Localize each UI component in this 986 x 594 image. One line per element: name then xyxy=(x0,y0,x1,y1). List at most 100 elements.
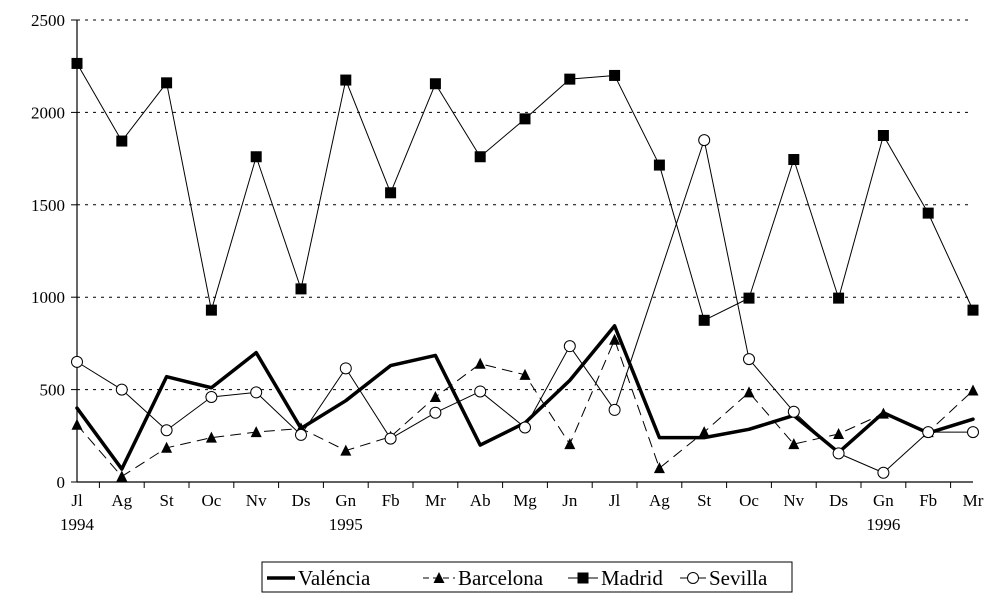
legend-label: Madrid xyxy=(601,566,663,590)
triangle-marker xyxy=(340,444,352,456)
circle-marker xyxy=(563,340,576,353)
x-tick-label: Jl xyxy=(609,491,621,510)
x-tick-label: Ag xyxy=(111,491,132,510)
triangle-marker xyxy=(205,431,217,443)
triangle-marker xyxy=(877,407,889,419)
square-marker xyxy=(340,74,352,86)
legend-label: Barcelona xyxy=(458,566,544,590)
square-marker xyxy=(788,154,800,166)
triangle-marker xyxy=(609,333,621,345)
x-tick-label: Mr xyxy=(963,491,984,510)
circle-marker xyxy=(160,424,173,437)
triangle-marker xyxy=(698,426,710,438)
circle-marker xyxy=(832,447,845,460)
x-tick-label: St xyxy=(160,491,174,510)
y-axis-ticks: 0 500 1000 1500 2000 2500 xyxy=(31,11,77,492)
triangle-marker xyxy=(743,386,755,398)
legend-label: Valéncia xyxy=(298,566,371,590)
y-tick-label: 1000 xyxy=(31,288,65,307)
x-year-label: 1996 xyxy=(866,515,900,534)
circle-marker xyxy=(608,403,621,416)
square-marker xyxy=(564,73,576,85)
x-tick-label: Nv xyxy=(246,491,267,510)
triangle-marker xyxy=(833,427,845,439)
y-tick-label: 1500 xyxy=(31,196,65,215)
circle-marker xyxy=(519,421,531,434)
circle-marker xyxy=(743,353,755,366)
y-tick-label: 0 xyxy=(57,473,66,492)
square-marker xyxy=(877,130,889,141)
triangle-marker xyxy=(564,438,576,450)
legend-label: Sevilla xyxy=(709,566,768,590)
x-axis-ticks: Jl Ag St Oc Nv Ds Gn Fb Mr Ab Mg Jn Jl Ag St Oc Nv Ds Gn Fb… xyxy=(60,482,984,534)
x-tick-label: Ds xyxy=(829,491,848,510)
triangle-marker xyxy=(967,384,979,396)
triangle-marker xyxy=(429,390,441,402)
legend-box xyxy=(261,561,793,593)
x-tick-label: Ab xyxy=(470,491,491,510)
x-tick-label: Nv xyxy=(783,491,804,510)
square-marker xyxy=(385,187,397,199)
circle-marker xyxy=(71,355,83,368)
circle-marker xyxy=(877,466,890,479)
circle-marker xyxy=(967,426,979,439)
x-tick-label: Fb xyxy=(382,491,400,510)
y-tick-label: 2500 xyxy=(31,11,65,30)
triangle-marker xyxy=(653,462,665,474)
x-year-label: 1994 xyxy=(60,515,95,534)
x-tick-label: Mr xyxy=(425,491,446,510)
x-tick-label: Gn xyxy=(335,491,356,510)
square-marker xyxy=(474,151,486,163)
triangle-marker xyxy=(788,438,800,450)
x-tick-label: Jn xyxy=(562,491,578,510)
grid-lines xyxy=(77,19,973,391)
square-marker xyxy=(967,304,979,316)
x-tick-label: Gn xyxy=(873,491,894,510)
triangle-marker xyxy=(161,441,173,453)
series-madrid xyxy=(71,57,979,326)
x-tick-label: St xyxy=(697,491,711,510)
triangle-marker xyxy=(474,357,486,369)
square-marker xyxy=(205,304,217,316)
axes xyxy=(76,20,973,483)
x-tick-label: Oc xyxy=(201,491,221,510)
square-marker xyxy=(71,57,83,69)
x-tick-label: Ds xyxy=(292,491,311,510)
x-tick-label: Mg xyxy=(513,491,537,510)
square-marker xyxy=(743,292,755,304)
circle-marker xyxy=(787,405,800,418)
circle-marker xyxy=(384,432,397,445)
square-marker xyxy=(609,69,621,81)
square-marker xyxy=(250,151,262,163)
circle-marker xyxy=(295,428,307,441)
square-marker xyxy=(116,135,128,147)
legend: Valéncia Barcelona Madrid Sevilla xyxy=(261,561,793,593)
triangle-marker xyxy=(433,572,445,583)
series-sevilla xyxy=(71,134,979,479)
square-marker xyxy=(922,207,934,219)
square-marker xyxy=(577,572,589,584)
triangle-marker xyxy=(71,418,83,430)
square-marker xyxy=(161,77,173,89)
series-barcelona xyxy=(71,333,979,482)
x-year-label: 1995 xyxy=(329,515,363,534)
circle-marker xyxy=(205,390,218,403)
circle-marker xyxy=(429,406,442,419)
circle-marker xyxy=(115,383,128,396)
x-tick-label: Oc xyxy=(739,491,759,510)
square-marker xyxy=(833,292,845,304)
series-line xyxy=(76,62,974,321)
square-marker xyxy=(519,113,531,125)
triangle-marker xyxy=(519,368,531,380)
circle-marker xyxy=(250,386,263,399)
x-tick-label: Jl xyxy=(71,491,83,510)
x-tick-label: Fb xyxy=(919,491,937,510)
series-line xyxy=(76,139,974,474)
circle-marker xyxy=(687,572,699,584)
circle-marker xyxy=(698,134,711,147)
square-marker xyxy=(429,78,441,90)
triangle-marker xyxy=(116,470,128,482)
x-tick-label: Ag xyxy=(649,491,670,510)
triangle-marker xyxy=(250,426,262,438)
